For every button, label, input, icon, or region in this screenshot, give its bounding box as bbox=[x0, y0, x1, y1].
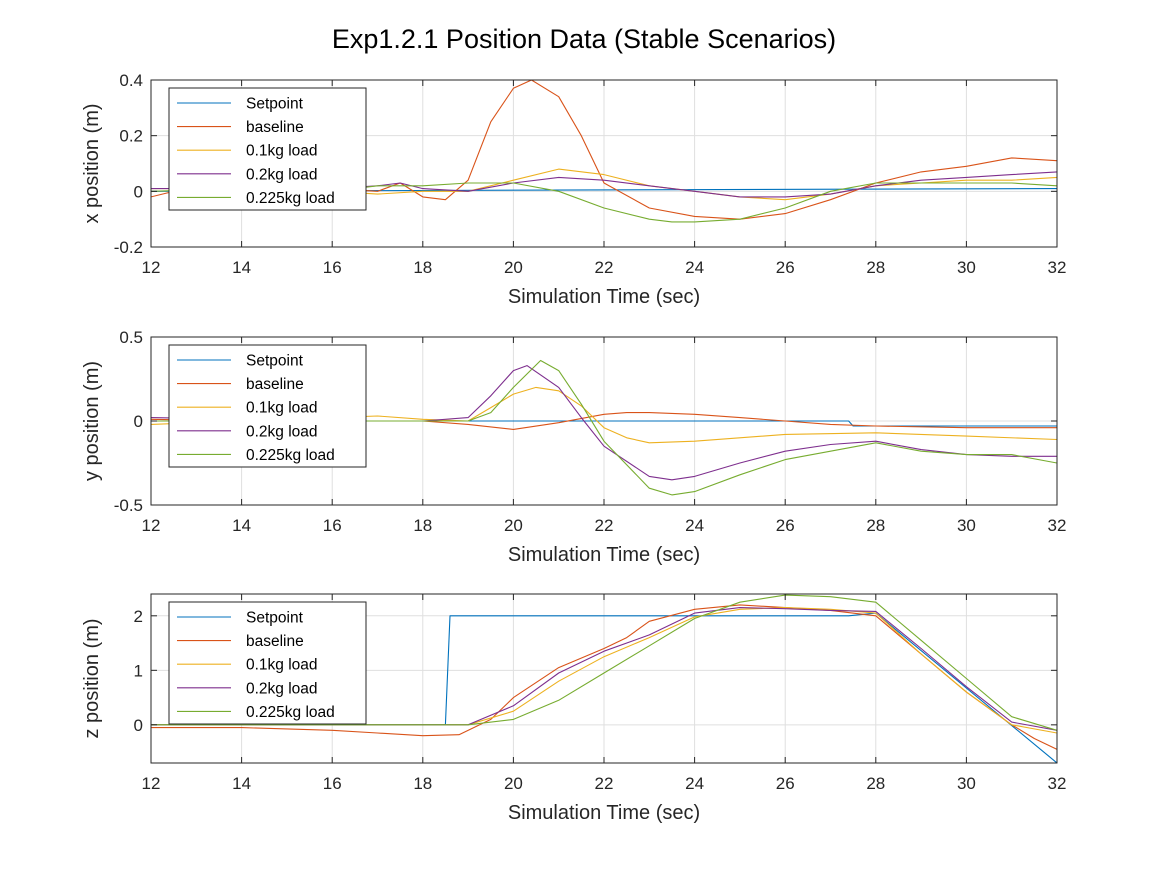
legend-label: Setpoint bbox=[246, 96, 304, 113]
series-group bbox=[151, 359, 1057, 496]
x-tick-label: 16 bbox=[323, 516, 342, 535]
x-tick-label: 12 bbox=[142, 516, 161, 535]
y-tick-label: 0.4 bbox=[119, 71, 143, 90]
legend-label: 0.2kg load bbox=[246, 166, 318, 183]
x-tick-label: 32 bbox=[1048, 258, 1067, 277]
x-tick-label: 18 bbox=[413, 516, 432, 535]
x-tick-label: 14 bbox=[232, 516, 251, 535]
x-tick-label: 22 bbox=[595, 774, 614, 793]
x-tick-label: 12 bbox=[142, 258, 161, 277]
x-tick-label: 28 bbox=[866, 516, 885, 535]
legend-label: 0.225kg load bbox=[246, 704, 335, 721]
series-group bbox=[151, 594, 1057, 763]
subplots: 12 14 16 18 20 22 24 26 28 30 32-0.200.20.4Simulat… bbox=[81, 71, 1066, 824]
legend: Setpoint baseline 0.1kg load 0.2kg load 0.22… bbox=[168, 87, 367, 211]
x-tick-label: 20 bbox=[504, 516, 523, 535]
legend-label: 0.2kg load bbox=[246, 423, 318, 440]
y-axis-label: x position (m) bbox=[81, 103, 103, 223]
x-tick-label: 32 bbox=[1048, 516, 1067, 535]
x-tick-label: 16 bbox=[323, 774, 342, 793]
legend-label: 0.1kg load bbox=[246, 657, 318, 674]
x-tick-label: 12 bbox=[142, 774, 161, 793]
legend-label: Setpoint bbox=[246, 353, 304, 370]
x-tick-label: 18 bbox=[413, 774, 432, 793]
x-tick-label: 24 bbox=[685, 774, 704, 793]
x-axis-label: Simulation Time (sec) bbox=[508, 802, 700, 824]
legend-label: 0.1kg load bbox=[246, 143, 318, 160]
series-line-0-225kg-load bbox=[151, 182, 1057, 223]
y-tick-label: -0.2 bbox=[114, 238, 143, 257]
legend-label: 0.1kg load bbox=[246, 400, 318, 417]
series-line-0-1kg-load bbox=[151, 386, 1057, 444]
legend-label: baseline bbox=[246, 376, 304, 393]
subplot-1: 12 14 16 18 20 22 24 26 28 30 32 -0.2 0 0.2 0.4 Simulat… bbox=[81, 71, 1066, 308]
y-axis-label: z position (m) bbox=[81, 618, 103, 738]
legend-label: baseline bbox=[246, 119, 304, 136]
x-tick-label: 26 bbox=[776, 774, 795, 793]
subplot-2: 12 14 16 18 20 22 24 26 28 30 32 -0.5 0 0.5 Simulation… bbox=[81, 328, 1066, 566]
legend-label: Setpoint bbox=[246, 610, 304, 627]
x-tick-label: 14 bbox=[232, 774, 251, 793]
x-tick-label: 28 bbox=[866, 258, 885, 277]
legend: Setpoint baseline 0.1kg load 0.2kg load 0.22… bbox=[168, 344, 367, 468]
x-tick-label: 14 bbox=[232, 258, 251, 277]
legend-box bbox=[168, 87, 367, 211]
x-tick-label: 20 bbox=[504, 774, 523, 793]
y-tick-label: 0.2 bbox=[119, 127, 143, 146]
legend-label: baseline bbox=[246, 633, 304, 650]
y-tick-label: -0.5 bbox=[114, 496, 143, 515]
series-line-0-225kg-load bbox=[151, 359, 1057, 496]
y-axis-label: y position (m) bbox=[81, 361, 103, 481]
y-tick-label: 0 bbox=[134, 182, 143, 201]
x-tick-label: 28 bbox=[866, 774, 885, 793]
x-tick-label: 20 bbox=[504, 258, 523, 277]
legend: Setpoint baseline 0.1kg load 0.2kg load 0.22… bbox=[168, 601, 367, 725]
x-tick-label: 32 bbox=[1048, 774, 1067, 793]
y-tick-label: 2 bbox=[134, 607, 143, 626]
x-tick-label: 30 bbox=[957, 258, 976, 277]
x-axis-label: Simulation Time (sec) bbox=[508, 544, 700, 566]
x-tick-label: 18 bbox=[413, 258, 432, 277]
x-tick-label: 16 bbox=[323, 258, 342, 277]
x-tick-label: 30 bbox=[957, 516, 976, 535]
x-tick-label: 22 bbox=[595, 258, 614, 277]
figure-title: Exp1.2.1 Position Data (Stable Scenarios… bbox=[332, 24, 836, 54]
series-line-0-225kg-load bbox=[151, 594, 1057, 731]
x-tick-label: 22 bbox=[595, 516, 614, 535]
x-axis-label: Simulation Time (sec) bbox=[508, 286, 700, 308]
legend-label: 0.2kg load bbox=[246, 680, 318, 697]
x-tick-label: 24 bbox=[685, 258, 704, 277]
y-tick-label: 0 bbox=[134, 412, 143, 431]
x-tick-label: 26 bbox=[776, 516, 795, 535]
y-tick-label: 0.5 bbox=[119, 328, 143, 347]
x-tick-label: 24 bbox=[685, 516, 704, 535]
legend-box bbox=[168, 601, 367, 725]
x-tick-label: 26 bbox=[776, 258, 795, 277]
legend-label: 0.225kg load bbox=[246, 447, 335, 464]
y-tick-label: 1 bbox=[134, 661, 143, 680]
y-tick-label: 0 bbox=[134, 716, 143, 735]
legend-label: 0.225kg load bbox=[246, 190, 335, 207]
series-line-0-2kg-load bbox=[151, 365, 1057, 481]
series-line-setpoint bbox=[151, 420, 1057, 427]
legend-box bbox=[168, 344, 367, 468]
x-tick-label: 30 bbox=[957, 774, 976, 793]
